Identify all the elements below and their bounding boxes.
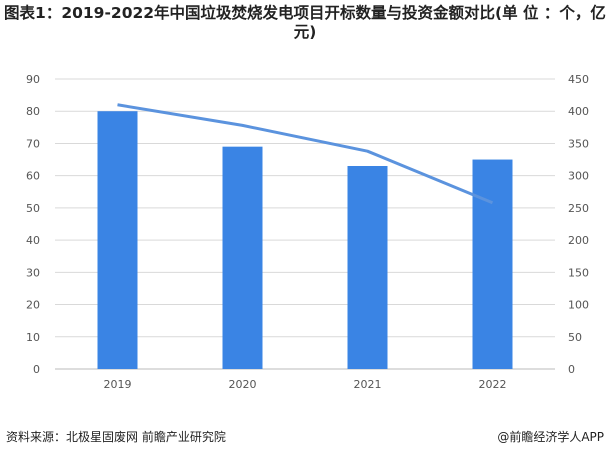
x-tick-label: 2019 xyxy=(104,378,132,391)
y-left-tick-label: 40 xyxy=(26,234,40,247)
bar xyxy=(97,111,138,369)
y-right-tick-label: 250 xyxy=(568,202,589,215)
y-right-tick-label: 200 xyxy=(568,234,589,247)
x-tick-label: 2021 xyxy=(354,378,382,391)
y-left-tick-label: 20 xyxy=(26,299,40,312)
brand-note: @前瞻经济学人APP xyxy=(497,430,604,444)
y-left-tick-label: 0 xyxy=(33,363,40,376)
y-left-tick-label: 30 xyxy=(26,266,40,279)
y-right-tick-label: 150 xyxy=(568,266,589,279)
x-tick-label: 2020 xyxy=(229,378,257,391)
y-right-tick-label: 50 xyxy=(568,331,582,344)
source-note: 资料来源：北极星固废网 前瞻产业研究院 xyxy=(6,430,226,444)
y-left-tick-label: 80 xyxy=(26,105,40,118)
y-right-tick-label: 100 xyxy=(568,299,589,312)
chart-title: 图表1：2019-2022年中国垃圾焚烧发电项目开标数量与投资金额对比(单 位 … xyxy=(4,4,606,41)
bar xyxy=(347,166,388,369)
bar xyxy=(472,159,513,369)
y-right-tick-label: 350 xyxy=(568,137,589,150)
y-right-tick-label: 0 xyxy=(568,363,575,376)
y-right-tick-label: 400 xyxy=(568,105,589,118)
y-left-tick-label: 60 xyxy=(26,170,40,183)
y-right-tick-label: 450 xyxy=(568,73,589,86)
line-series xyxy=(117,103,494,205)
y-left-tick-label: 10 xyxy=(26,331,40,344)
y-left-tick-label: 50 xyxy=(26,202,40,215)
bar xyxy=(222,146,263,369)
y-left-tick-label: 90 xyxy=(26,73,40,86)
x-tick-label: 2022 xyxy=(479,378,507,391)
y-left-tick-label: 70 xyxy=(26,137,40,150)
y-right-tick-label: 300 xyxy=(568,170,589,183)
